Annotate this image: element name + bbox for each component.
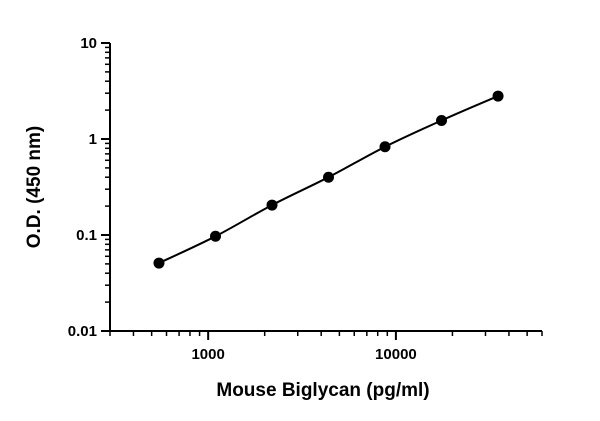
y-tick-label: 10 <box>80 35 97 52</box>
y-minor-ticks <box>105 46 110 303</box>
y-tick-label: 0.1 <box>76 227 97 244</box>
data-point <box>379 141 391 153</box>
x-axis: 1000 10000 Mouse Biglycan (pg/ml) <box>109 330 543 401</box>
data-points <box>153 90 504 269</box>
y-tick-label: 0.01 <box>68 323 97 340</box>
data-point <box>153 257 165 269</box>
data-point <box>266 199 278 211</box>
y-axis-title: O.D. (450 nm) <box>24 126 45 248</box>
data-point <box>209 230 221 242</box>
plot-area <box>153 90 504 269</box>
y-axis: 0.01 0.1 1 10 O.D. (450 nm) <box>24 35 111 340</box>
data-point <box>492 90 504 102</box>
x-minor-ticks <box>109 331 543 336</box>
x-tick-label: 1000 <box>191 346 224 363</box>
y-tick-label: 1 <box>89 131 97 148</box>
data-point <box>436 114 448 126</box>
data-point <box>323 171 335 183</box>
x-major-ticks: 1000 10000 <box>191 331 417 363</box>
x-tick-label: 10000 <box>375 346 417 363</box>
x-axis-title: Mouse Biglycan (pg/ml) <box>216 380 429 401</box>
y-major-ticks: 0.01 0.1 1 10 <box>68 35 110 340</box>
